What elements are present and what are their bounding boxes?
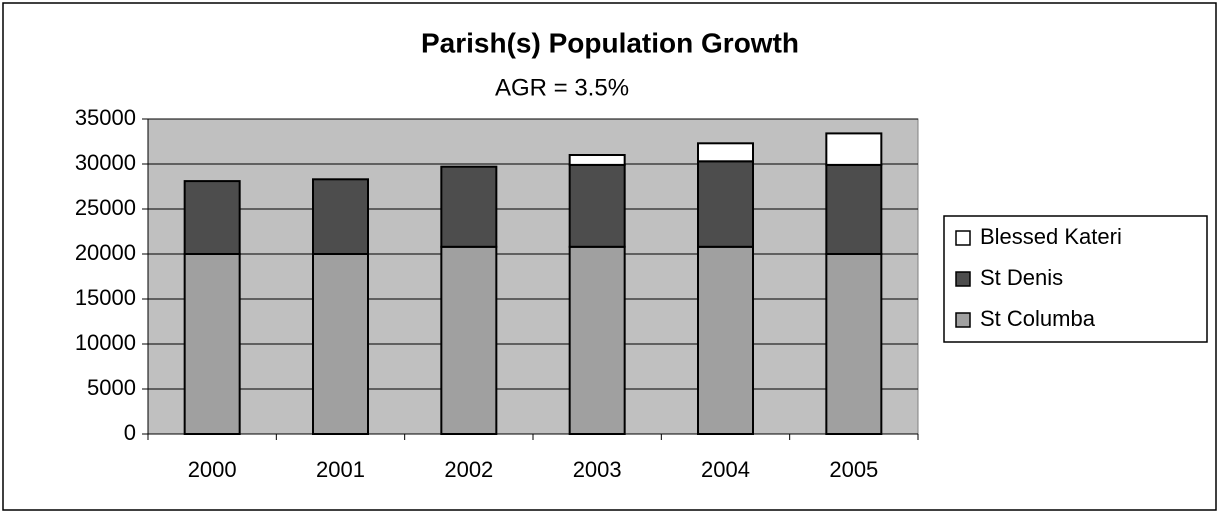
bar-segment (697, 142, 754, 163)
y-tick-label: 5000 (87, 375, 136, 400)
bar-segment (312, 178, 369, 255)
y-tick-label: 25000 (75, 195, 136, 220)
bar-segment (440, 165, 498, 248)
legend-swatch (955, 271, 971, 287)
y-tick-label: 30000 (75, 150, 136, 175)
bar-segment (825, 163, 883, 255)
legend-label: Blessed Kateri (980, 224, 1122, 249)
bar-segment (825, 253, 883, 435)
legend-swatch (955, 312, 971, 328)
x-tick-label: 2005 (829, 457, 878, 482)
chart-subtitle: AGR = 3.5% (495, 74, 629, 101)
y-tick-label: 20000 (75, 240, 136, 265)
y-tick-label: 0 (124, 420, 136, 445)
bar-segment (183, 253, 241, 435)
plot-area (147, 118, 919, 435)
bar-segment (825, 132, 883, 166)
bar-segment (440, 245, 498, 435)
bar-segment (183, 180, 241, 256)
x-tick-label: 2002 (444, 457, 493, 482)
y-tick-label: 35000 (75, 105, 136, 130)
bar-segment (568, 163, 626, 248)
x-tick-label: 2003 (573, 457, 622, 482)
legend-swatch (955, 230, 971, 246)
y-tick-label: 15000 (75, 285, 136, 310)
bar-segment (568, 245, 626, 435)
legend-box (943, 215, 1208, 343)
bar-segment (568, 154, 626, 166)
legend-label: St Denis (980, 265, 1063, 290)
bar-segment (312, 253, 369, 435)
y-tick-label: 10000 (75, 330, 136, 355)
legend-label: St Columba (980, 306, 1096, 331)
chart-title: Parish(s) Population Growth (421, 27, 799, 58)
x-tick-label: 2004 (701, 457, 750, 482)
x-tick-label: 2000 (188, 457, 237, 482)
bar-segment (697, 245, 754, 435)
x-tick-label: 2001 (316, 457, 365, 482)
bar-segment (697, 160, 754, 248)
